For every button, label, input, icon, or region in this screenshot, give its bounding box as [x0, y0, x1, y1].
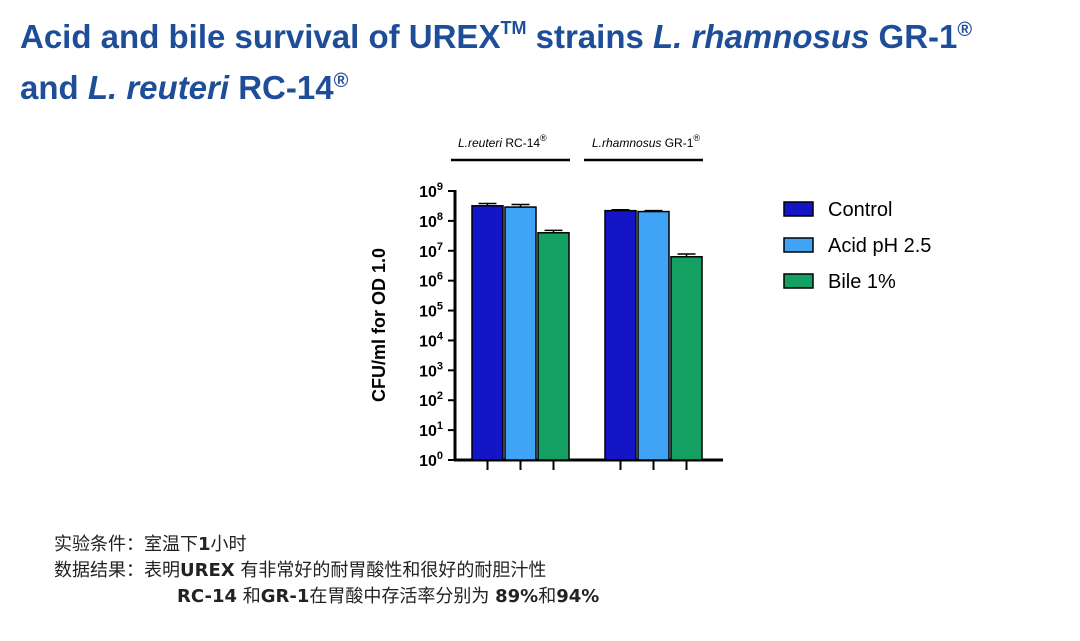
legend-label: Control: [828, 199, 892, 221]
bar-bile-1-: [537, 232, 570, 461]
group-label: L.rhamnosus GR-1®: [592, 133, 700, 150]
group-label: L.reuteri RC-14®: [458, 133, 547, 150]
bar-control: [604, 209, 637, 461]
bar-control: [471, 205, 504, 461]
title-line-1: Acid and bile survival of UREXTM strains…: [20, 18, 973, 55]
experiment-notes: 实验条件：室温下1小时 数据结果：表明UREX 有非常好的耐胃酸性和很好的耐胆汁…: [54, 532, 599, 610]
y-tick-label: 104: [419, 330, 444, 350]
legend-swatch: [783, 201, 814, 217]
legend-label: Acid pH 2.5: [828, 235, 931, 257]
legend-label: Bile 1%: [828, 271, 896, 293]
legend-swatch: [783, 273, 814, 289]
note-conditions: 实验条件：室温下1小时: [54, 534, 247, 555]
y-tick-label: 100: [419, 450, 443, 470]
y-tick-label: 103: [419, 360, 443, 380]
note-results: 数据结果：表明UREX 有非常好的耐胃酸性和很好的耐胆汁性: [54, 560, 547, 581]
y-tick-label: 107: [419, 241, 443, 261]
bar-acid-ph-2-5: [637, 210, 670, 461]
y-tick-label: 102: [419, 390, 443, 410]
y-tick-label: 106: [419, 271, 443, 291]
page-title: Acid and bile survival of UREXTM strains…: [20, 6, 1060, 110]
title-line-2: and L. reuteri RC-14®: [20, 69, 349, 106]
note-survival-rates: RC-14 和GR-1在胃酸中存活率分别为 89%和94%: [177, 586, 600, 607]
y-tick-label: 101: [419, 420, 443, 440]
y-tick-label: 109: [419, 181, 443, 201]
y-tick-label: 105: [419, 301, 443, 321]
bar-acid-ph-2-5: [504, 206, 537, 461]
bar-bile-1-: [670, 256, 703, 461]
y-axis-label: CFU/ml for OD 1.0: [369, 248, 389, 402]
legend-swatch: [783, 237, 814, 253]
y-tick-label: 108: [419, 211, 443, 231]
